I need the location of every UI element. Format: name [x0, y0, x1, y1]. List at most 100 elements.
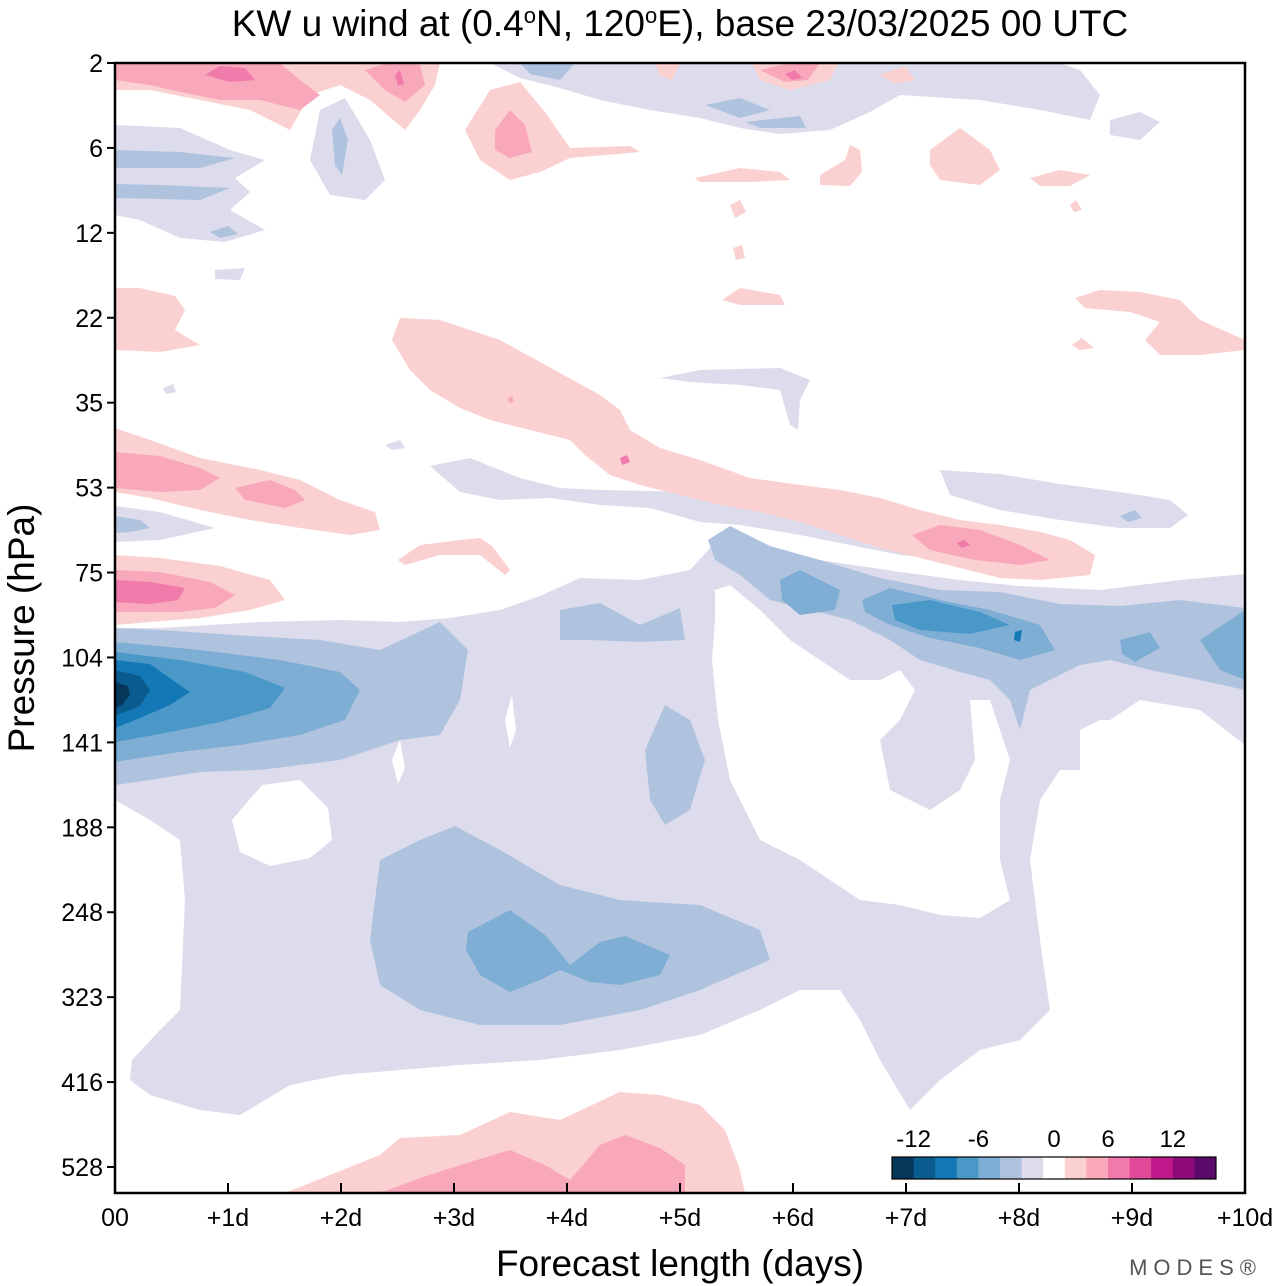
colorbar-label: 12 — [1159, 1126, 1186, 1153]
y-tick-label: 12 — [75, 220, 103, 248]
colorbar-swatch — [1194, 1157, 1217, 1179]
contour-pos4-2b — [365, 63, 425, 102]
contour-neg2-dot2 — [163, 384, 176, 394]
brand-logo: MODES® — [1129, 1255, 1262, 1280]
x-axis: 00 +1d +2d +3d +4d +5d +6d +7d +8d +9d +10d — [101, 1183, 1273, 1232]
y-tick-label: 104 — [61, 644, 103, 672]
contour-pos2-14 — [733, 245, 745, 260]
contour-neg2-top — [490, 63, 1100, 134]
hole-141 — [392, 740, 405, 784]
contour-neg4-6 — [115, 150, 235, 168]
contour-pos2-60 — [398, 538, 510, 575]
hole-right2 — [1030, 720, 1245, 1193]
title-degree-2: o — [645, 3, 657, 28]
contour-neg4-top — [520, 63, 575, 80]
x-tick-label: 00 — [101, 1204, 129, 1232]
colorbar-swatch — [1108, 1157, 1131, 1179]
title-suffix: E), base 23/03/2025 00 UTC — [657, 3, 1128, 44]
colorbar-swatch — [935, 1157, 958, 1179]
contour-neg4-60 — [1120, 510, 1142, 522]
colorbar-label: 0 — [1047, 1126, 1060, 1153]
wind-field — [115, 63, 1245, 1193]
y-tick-label: 75 — [75, 560, 103, 588]
contour-pos2-6d-b — [930, 128, 1000, 185]
contour-pos2-10r — [1070, 200, 1082, 212]
colorbar-label: -6 — [968, 1126, 989, 1153]
y-tick-label: 323 — [61, 984, 103, 1012]
contour-neg6-250 — [466, 910, 670, 992]
y-tick-label: 141 — [61, 729, 103, 757]
contour-neg4-top3 — [745, 116, 806, 128]
colorbar-swatch — [1172, 1157, 1195, 1179]
y-axis: 2 6 12 22 35 53 75 104 141 188 248 323 416 528 — [61, 50, 115, 1182]
contour-pos2-53-left — [115, 428, 380, 535]
contour-neg6-104-edge — [1200, 610, 1245, 680]
contour-pos6-80 — [115, 580, 185, 604]
contour-neg12-104 — [115, 670, 150, 716]
colorbar — [891, 1156, 1217, 1180]
contour-pos2-30r — [1072, 338, 1094, 350]
contour-pos2-top-7d — [880, 66, 915, 84]
colorbar-swatch — [913, 1157, 936, 1179]
contour-pos2-22-right — [1075, 290, 1245, 355]
y-tick-label: 22 — [75, 305, 103, 333]
colorbar-swatch — [1151, 1157, 1174, 1179]
contour-pos2-10 — [730, 200, 746, 218]
contour-neg4-250 — [370, 826, 770, 1025]
contour-pos2-7d-b — [820, 145, 862, 186]
contour-neg14-104 — [115, 682, 130, 708]
y-axis-label: Pressure (hPa) — [1, 504, 42, 753]
x-tick-label: +5d — [659, 1204, 701, 1232]
x-tick-label: +7d — [885, 1204, 927, 1232]
colorbar-labels: -12 -6 0 6 12 — [896, 1126, 1186, 1153]
colorbar-label: 6 — [1101, 1126, 1114, 1153]
colorbar-swatch — [1043, 1157, 1066, 1179]
contour-pos4-bottom — [380, 1135, 685, 1193]
colorbar-frame — [891, 1156, 1217, 1180]
contour-pos4-55 — [235, 480, 305, 508]
contour-pos6-2 — [205, 66, 255, 82]
contour-neg2-upper-a — [115, 125, 265, 242]
y-tick-label: 528 — [61, 1154, 103, 1182]
x-tick-label: +2d — [320, 1204, 362, 1232]
contour-pos2-8 — [695, 168, 790, 182]
contour-pos4-53 — [115, 452, 220, 492]
x-tick-label: +10d — [1217, 1204, 1273, 1232]
contour-pos2-22-left — [115, 288, 200, 352]
y-tick-label: 35 — [75, 390, 103, 418]
y-tick-label: 2 — [89, 50, 103, 78]
contour-neg2-top-right — [1110, 112, 1160, 140]
contour-neg10-dot — [1014, 630, 1022, 642]
hole-188 — [232, 780, 332, 866]
contour-neg4-8 — [115, 184, 230, 200]
contour-pos2-20 — [722, 288, 785, 305]
x-tick-label: +9d — [1111, 1204, 1153, 1232]
contour-pos2-8b — [1030, 170, 1090, 186]
contour-neg2-53-right — [940, 470, 1188, 528]
y-tick-label: 188 — [61, 814, 103, 842]
contour-neg4-104-mid — [560, 603, 685, 642]
title-prefix: KW u wind at (0.4 — [232, 3, 524, 44]
x-tick-label: +1d — [207, 1204, 249, 1232]
contour-neg4-top2 — [705, 98, 770, 118]
contour-neg2-35 — [660, 368, 810, 430]
contour-pos6-70 — [957, 540, 970, 548]
contour-neg6-80 — [780, 570, 840, 615]
x-tick-label: +6d — [772, 1204, 814, 1232]
hole-130 — [505, 695, 516, 748]
contour-neg2-12-dash — [215, 268, 245, 280]
x-tick-label: +4d — [546, 1204, 588, 1232]
colorbar-swatch — [1021, 1157, 1044, 1179]
contour-pos6-dot — [620, 455, 630, 465]
chart-title: KW u wind at (0.4oN, 120oE), base 23/03/… — [232, 3, 1129, 44]
y-tick-label: 6 — [89, 135, 103, 163]
contour-pos6-2c — [785, 70, 802, 80]
x-axis-label: Forecast length (days) — [496, 1243, 864, 1284]
contour-neg8-90 — [892, 600, 1010, 634]
y-tick-label: 248 — [61, 899, 103, 927]
x-tick-label: +8d — [998, 1204, 1040, 1232]
contour-neg2-upper-b — [310, 98, 385, 200]
hole-right — [712, 585, 1010, 918]
contour-neg4-6b — [332, 118, 348, 175]
